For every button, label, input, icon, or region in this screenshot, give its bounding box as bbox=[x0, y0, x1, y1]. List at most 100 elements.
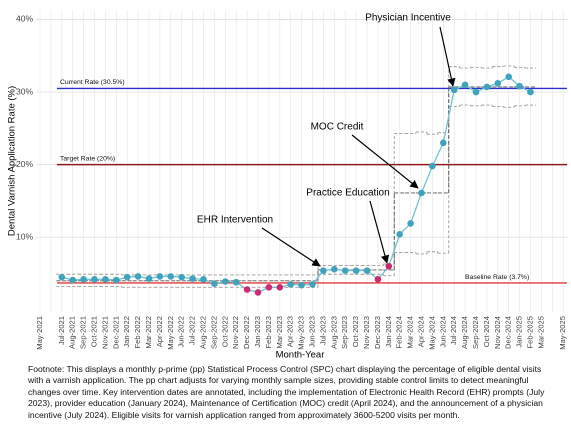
x-tick-label: Oct-2024 bbox=[482, 316, 491, 347]
data-point bbox=[145, 275, 153, 282]
data-point bbox=[58, 273, 66, 281]
x-tick-label: May-2021 bbox=[35, 316, 44, 350]
data-point bbox=[254, 289, 262, 296]
x-tick-label: Dec-2022 bbox=[242, 316, 251, 349]
x-tick-label: Jan-2024 bbox=[384, 316, 393, 348]
x-tick-label: Jun-2024 bbox=[438, 316, 447, 348]
y-tick-label: 20% bbox=[16, 159, 33, 169]
data-point bbox=[102, 276, 109, 283]
data-point bbox=[167, 273, 175, 280]
x-tick-label: Jul-2023 bbox=[318, 316, 327, 345]
x-tick-label: Sep-2021 bbox=[79, 316, 88, 349]
x-tick-label: Mar-2022 bbox=[144, 316, 153, 349]
x-tick-label: Oct-2023 bbox=[351, 316, 360, 347]
data-point bbox=[385, 262, 393, 270]
footnote: Footnote: This displays a monthly p-prim… bbox=[28, 364, 545, 420]
x-tick-label: Mar-2025 bbox=[536, 316, 545, 349]
x-tick-label: Aug-2022 bbox=[199, 316, 208, 349]
annotation-arrow bbox=[261, 227, 321, 267]
data-point bbox=[450, 86, 458, 94]
data-point bbox=[222, 278, 229, 285]
data-point bbox=[352, 267, 360, 274]
x-tick-label: May-2023 bbox=[297, 316, 306, 350]
y-tick-label: 30% bbox=[16, 86, 33, 96]
data-point bbox=[516, 82, 523, 90]
data-point bbox=[123, 273, 131, 281]
data-point bbox=[265, 284, 273, 291]
x-tick-label: Sep-2023 bbox=[340, 316, 349, 349]
data-point bbox=[232, 278, 240, 286]
data-point bbox=[80, 276, 87, 283]
x-tick-label: Jul-2024 bbox=[449, 316, 458, 345]
x-tick-label: Dec-2021 bbox=[111, 316, 120, 349]
annotation-arrow bbox=[369, 200, 390, 264]
data-point bbox=[331, 265, 338, 273]
x-tick-label: Mar-2024 bbox=[406, 316, 415, 349]
data-point bbox=[374, 276, 382, 283]
data-point bbox=[429, 162, 436, 170]
x-tick-label: May-2022 bbox=[166, 316, 175, 350]
annotation: MOC Credit bbox=[311, 122, 364, 133]
data-point bbox=[211, 280, 218, 287]
data-point bbox=[189, 275, 196, 282]
data-point bbox=[298, 281, 305, 289]
x-tick-label: May-2024 bbox=[427, 316, 436, 350]
x-tick-label: Nov-2022 bbox=[231, 316, 240, 349]
data-point bbox=[134, 273, 142, 280]
x-tick-label: Aug-2024 bbox=[460, 316, 469, 349]
x-tick-label: Jan-2025 bbox=[515, 316, 524, 348]
x-tick-label: Jan-2023 bbox=[253, 316, 262, 348]
data-point bbox=[276, 284, 284, 291]
x-tick-label: Oct-2021 bbox=[90, 316, 99, 347]
reference-label: Baseline Rate (3.7%) bbox=[465, 274, 529, 281]
data-point bbox=[527, 88, 534, 96]
data-point bbox=[113, 276, 120, 284]
annotation-arrow bbox=[351, 134, 419, 189]
x-tick-label: Feb-2022 bbox=[133, 316, 142, 349]
data-point bbox=[461, 81, 469, 89]
data-point bbox=[91, 276, 98, 283]
chart: Dental Varnish Application Rate (%) Mont… bbox=[7, 10, 568, 361]
x-tick-label: Dec-2024 bbox=[504, 316, 513, 349]
annotation-arrow bbox=[439, 26, 456, 87]
y-axis-title: Dental Varnish Application Rate (%) bbox=[7, 86, 18, 236]
data-point bbox=[320, 267, 327, 274]
reference-label: Current Rate (30.5%) bbox=[60, 79, 125, 86]
x-tick-label: Nov-2024 bbox=[493, 316, 502, 349]
x-tick-label: May-2025 bbox=[558, 316, 567, 350]
data-point bbox=[178, 273, 185, 281]
x-axis-title: Month-Year bbox=[276, 350, 325, 361]
data-line bbox=[61, 75, 531, 294]
annotation: Physician Incentive bbox=[365, 13, 451, 24]
data-point bbox=[440, 139, 447, 147]
x-tick-label: Jan-2022 bbox=[122, 316, 131, 348]
data-point bbox=[494, 80, 502, 87]
x-tick-label: Nov-2023 bbox=[362, 316, 371, 349]
x-tick-label: Apr-2024 bbox=[417, 316, 426, 347]
x-tick-label: Sep-2022 bbox=[209, 316, 218, 349]
data-point bbox=[505, 73, 512, 81]
y-tick-label: 40% bbox=[16, 14, 33, 24]
x-tick-label: Jun-2022 bbox=[177, 316, 186, 348]
x-tick-label: Jul-2022 bbox=[188, 316, 197, 345]
x-tick-label: Feb-2023 bbox=[264, 316, 273, 349]
data-point bbox=[243, 286, 251, 293]
x-tick-label: Apr-2023 bbox=[286, 316, 295, 347]
data-point bbox=[156, 273, 164, 280]
x-tick-label: Feb-2024 bbox=[395, 316, 404, 349]
data-point bbox=[418, 189, 425, 197]
annotation: EHR Intervention bbox=[197, 215, 273, 226]
data-point bbox=[309, 281, 316, 288]
x-tick-label: Aug-2023 bbox=[329, 316, 338, 349]
annotation: Practice Education bbox=[306, 188, 389, 199]
x-tick-label: Aug-2021 bbox=[68, 316, 77, 349]
x-tick-label: Dec-2023 bbox=[373, 316, 382, 349]
x-tick-label: Mar-2023 bbox=[275, 316, 284, 349]
data-point bbox=[472, 88, 480, 96]
x-tick-label: Oct-2022 bbox=[220, 316, 229, 347]
x-tick-label: Jun-2023 bbox=[308, 316, 317, 348]
reference-label: Target Rate (20%) bbox=[60, 155, 115, 162]
data-point bbox=[396, 231, 404, 238]
x-tick-label: Apr-2022 bbox=[155, 316, 164, 347]
